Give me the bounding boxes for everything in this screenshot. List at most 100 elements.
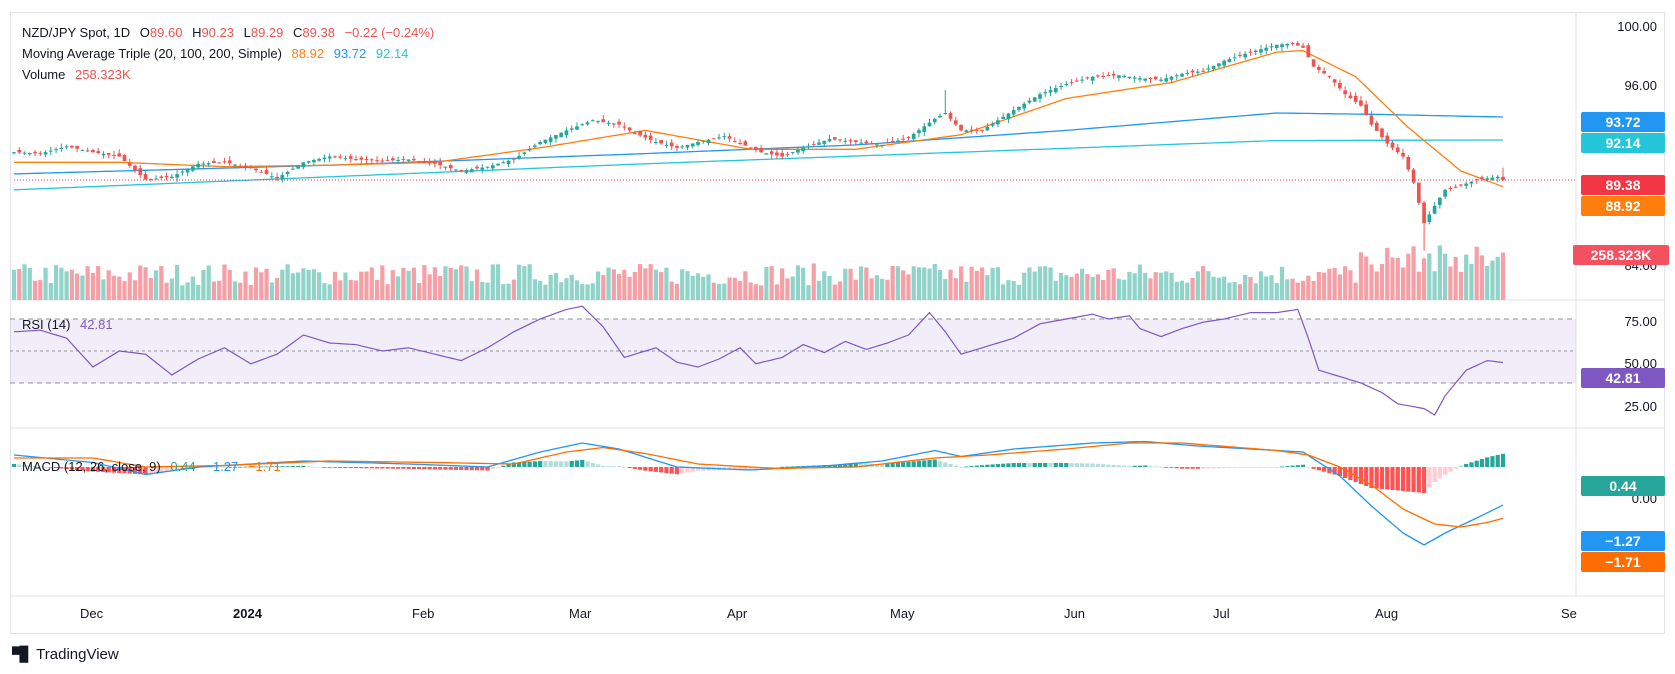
- volume-bar: [238, 282, 243, 300]
- macd-histogram-bar: [1327, 467, 1332, 474]
- macd-histogram-bar: [1016, 463, 1022, 467]
- volume-bar: [80, 275, 85, 300]
- ma-label[interactable]: Moving Average Triple (20, 100, 200, Sim…: [22, 46, 282, 61]
- volume-bar: [638, 264, 643, 300]
- macd-histogram-bar: [1090, 463, 1095, 467]
- volume-label[interactable]: Volume: [22, 67, 66, 82]
- candle-body: [248, 166, 253, 169]
- rsi-label[interactable]: RSI (14): [22, 317, 71, 332]
- ma-legend: Moving Average Triple (20, 100, 200, Sim…: [22, 46, 414, 61]
- macd-histogram-bar: [732, 467, 737, 471]
- macd-histogram-bar: [880, 464, 885, 467]
- candle-body: [438, 161, 443, 166]
- macd-histogram-bar: [1269, 467, 1274, 468]
- candle-body: [659, 139, 663, 144]
- candle-body: [201, 163, 206, 165]
- tradingview-brand[interactable]: ▀▊ TradingView: [12, 646, 119, 663]
- macd-histogram-bar: [301, 465, 306, 468]
- candle-body: [780, 152, 785, 157]
- macd-histogram-bar: [227, 466, 232, 468]
- volume-bar: [922, 267, 927, 300]
- volume-bar: [690, 275, 695, 300]
- macd-histogram-bar: [101, 467, 106, 473]
- macd-histogram-bar: [1464, 463, 1469, 467]
- macd-histogram-bar: [1421, 467, 1427, 493]
- volume-bar: [1269, 275, 1274, 300]
- macd-histogram-bar: [1295, 465, 1300, 467]
- macd-histogram-bar: [1001, 463, 1006, 467]
- macd-histogram-bar: [648, 467, 653, 472]
- volume-bar: [911, 266, 916, 300]
- symbol-title[interactable]: NZD/JPY Spot, 1D: [22, 25, 131, 40]
- volume-bar: [553, 273, 559, 300]
- volume-bar: [974, 270, 979, 300]
- macd-histogram-bar: [795, 466, 801, 467]
- candle-body: [675, 146, 679, 148]
- candle-body: [1390, 142, 1395, 148]
- volume-bar: [232, 281, 238, 300]
- candle-body: [38, 153, 43, 155]
- candle-body: [175, 174, 179, 178]
- candle-body: [622, 126, 627, 128]
- macd-histogram-bar: [43, 467, 48, 468]
- macd-histogram-bar: [937, 461, 943, 467]
- volume-bar: [132, 280, 138, 300]
- volume-bar: [748, 282, 753, 300]
- volume-bar: [264, 268, 269, 300]
- volume-bar: [595, 271, 601, 300]
- macd-histogram-bar: [374, 467, 380, 469]
- candle-body: [627, 127, 632, 131]
- macd-histogram-bar: [1185, 467, 1190, 469]
- macd-histogram-bar: [953, 465, 958, 467]
- macd-histogram-bar: [501, 465, 506, 467]
- volume-bar: [995, 267, 1000, 300]
- candle-body: [180, 171, 185, 173]
- macd-histogram-bar: [943, 462, 948, 467]
- macd-histogram-bar: [559, 461, 564, 467]
- macd-histogram-bar: [90, 467, 96, 472]
- volume-bar: [622, 269, 627, 300]
- volume-bar: [1079, 268, 1085, 300]
- candle-body: [464, 170, 469, 173]
- macd-histogram-bar: [1406, 467, 1411, 492]
- candle-body: [96, 151, 101, 154]
- macd-histogram-bar: [885, 463, 890, 467]
- volume-bar: [801, 267, 806, 300]
- macd-histogram-bar: [1032, 463, 1037, 467]
- volume-bar: [785, 278, 790, 300]
- macd-histogram-bar: [238, 466, 243, 468]
- volume-bar: [64, 271, 69, 300]
- candle-body: [396, 159, 400, 161]
- volume-bar: [1064, 275, 1069, 300]
- macd-histogram-bar: [743, 467, 748, 471]
- macd-label[interactable]: MACD (12, 26, close, 9): [22, 459, 161, 474]
- candle-body: [1359, 100, 1363, 106]
- price-tick-96: 96.00: [1624, 78, 1657, 93]
- macd-histogram-bar: [369, 467, 374, 469]
- candle-body: [1406, 156, 1411, 170]
- macd-histogram-bar: [111, 467, 117, 473]
- macd-histogram-bar: [853, 463, 858, 467]
- volume-bar: [369, 267, 374, 300]
- macd-histogram-bar: [1195, 467, 1200, 469]
- candle-body: [43, 152, 48, 155]
- candle-body: [564, 130, 569, 136]
- macd-histogram-bar: [327, 467, 332, 468]
- volume-bar: [990, 267, 995, 300]
- volume-bar: [1116, 278, 1122, 300]
- volume-bar: [958, 266, 964, 300]
- candle-body: [133, 165, 137, 171]
- candle-body: [890, 140, 895, 142]
- candle-body: [85, 150, 90, 152]
- macd-histogram-bar: [1095, 463, 1100, 467]
- rsi-value: 42.81: [80, 317, 113, 332]
- macd-histogram-bar: [1500, 453, 1506, 467]
- volume-bar: [1322, 272, 1327, 300]
- macd-histogram-bar: [201, 467, 206, 468]
- candle-body: [54, 149, 58, 151]
- volume-bar: [459, 265, 464, 300]
- volume-bar: [1495, 256, 1500, 300]
- candle-body: [1464, 183, 1469, 186]
- macd-histogram-bar: [1285, 466, 1290, 467]
